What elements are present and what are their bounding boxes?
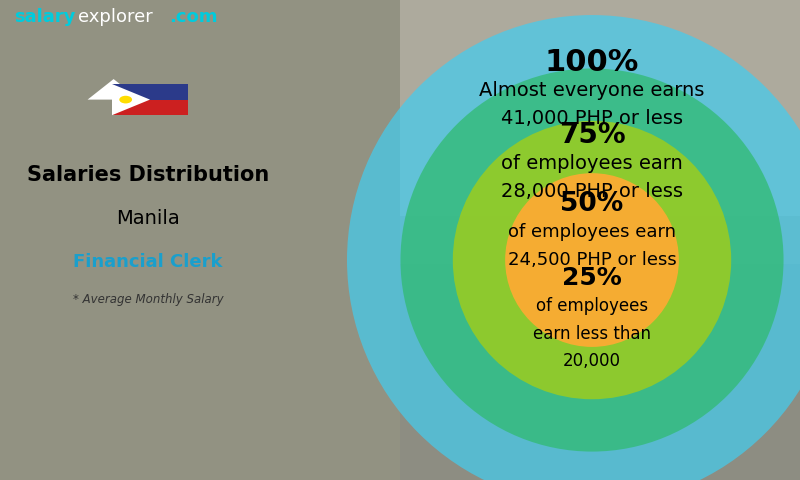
Bar — [0, 0, 400, 480]
Text: * Average Monthly Salary: * Average Monthly Salary — [73, 293, 223, 307]
Text: of employees: of employees — [536, 297, 648, 315]
Text: 75%: 75% — [558, 121, 626, 149]
FancyArrow shape — [88, 79, 140, 100]
Polygon shape — [112, 84, 150, 115]
Text: of employees earn: of employees earn — [508, 223, 676, 241]
Circle shape — [453, 121, 731, 399]
Bar — [400, 0, 800, 216]
Circle shape — [347, 15, 800, 480]
Text: 50%: 50% — [560, 192, 624, 217]
Circle shape — [401, 69, 783, 452]
Bar — [112, 100, 188, 115]
Text: Financial Clerk: Financial Clerk — [74, 252, 222, 271]
Text: 28,000 PHP or less: 28,000 PHP or less — [501, 181, 683, 201]
Text: explorer: explorer — [78, 8, 152, 25]
Bar — [112, 84, 188, 100]
Text: Almost everyone earns: Almost everyone earns — [479, 81, 705, 100]
Text: salary: salary — [14, 8, 76, 25]
Text: 100%: 100% — [545, 48, 639, 77]
Text: 41,000 PHP or less: 41,000 PHP or less — [501, 109, 683, 128]
Text: 24,500 PHP or less: 24,500 PHP or less — [508, 251, 676, 269]
Circle shape — [505, 173, 679, 347]
Text: Salaries Distribution: Salaries Distribution — [27, 165, 269, 185]
Bar — [400, 264, 800, 480]
Circle shape — [119, 96, 132, 104]
Text: .com: .com — [170, 8, 218, 25]
Text: Manila: Manila — [116, 209, 180, 228]
Text: earn less than: earn less than — [533, 324, 651, 343]
Text: of employees earn: of employees earn — [501, 154, 683, 173]
Text: 25%: 25% — [562, 266, 622, 290]
Text: 20,000: 20,000 — [563, 352, 621, 371]
